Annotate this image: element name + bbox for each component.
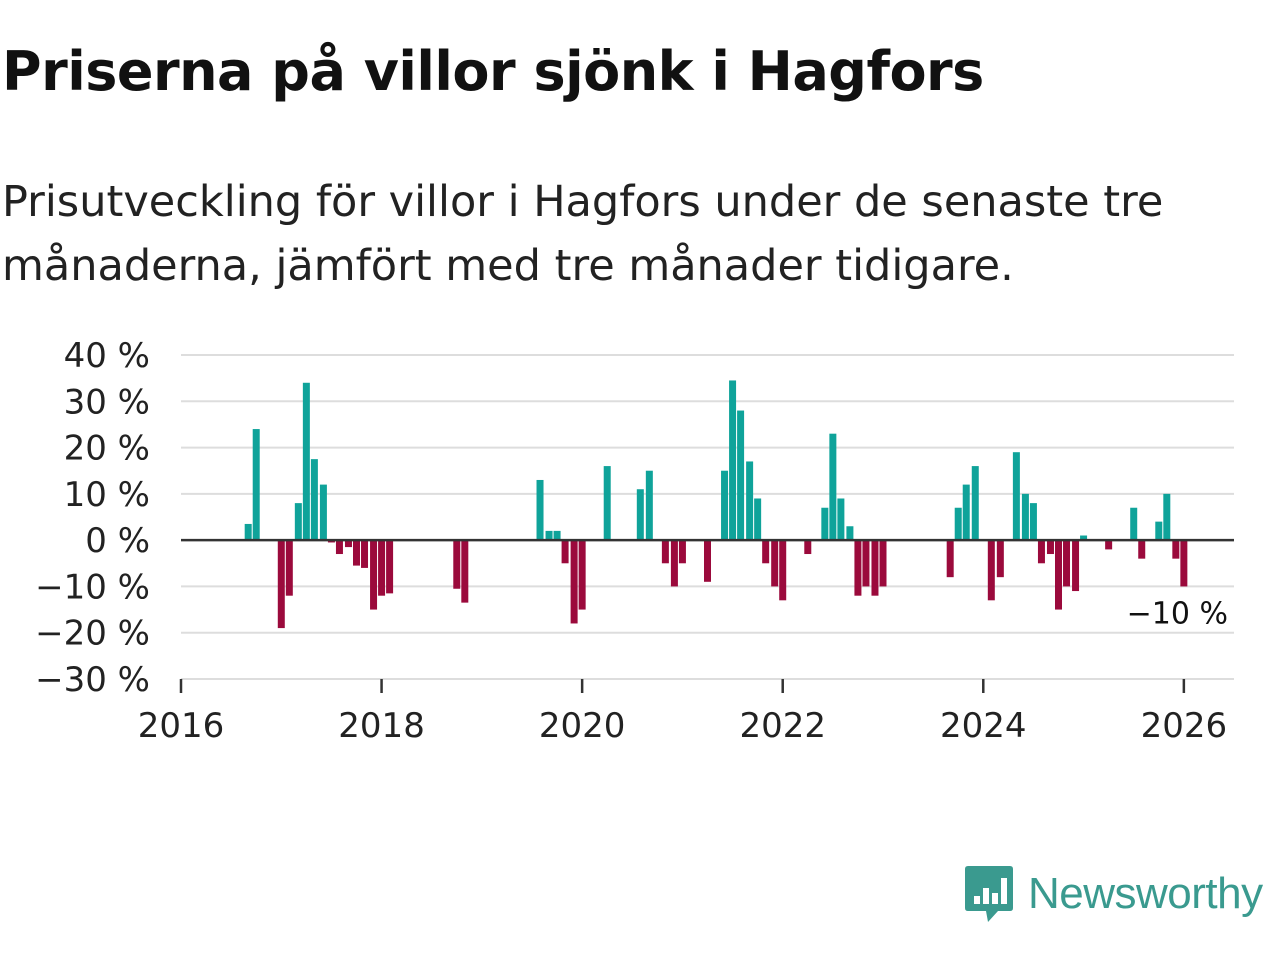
bar	[862, 540, 869, 586]
bar	[762, 540, 769, 563]
x-tick-label: 2022	[739, 706, 826, 746]
bar	[880, 540, 887, 586]
bar	[253, 429, 260, 540]
bar	[311, 459, 318, 540]
bar	[646, 471, 653, 540]
bar	[972, 466, 979, 540]
bar	[378, 540, 385, 596]
bar	[245, 524, 252, 540]
bar	[320, 485, 327, 541]
y-tick-label: −30 %	[35, 660, 150, 700]
bar	[963, 485, 970, 541]
bar	[1130, 508, 1137, 540]
bar	[737, 411, 744, 541]
newsworthy-chart-bubble-icon	[964, 864, 1014, 924]
bar	[1047, 540, 1054, 554]
bar	[662, 540, 669, 563]
x-tick-label: 2024	[940, 706, 1027, 746]
bar	[353, 540, 360, 565]
y-tick-label: 30 %	[64, 382, 150, 422]
bar	[771, 540, 778, 586]
x-tick-label: 2018	[338, 706, 425, 746]
bar	[370, 540, 377, 609]
bar	[955, 508, 962, 540]
bar	[821, 508, 828, 540]
bar	[1105, 540, 1112, 549]
brand-name: Newsworthy	[1028, 869, 1263, 919]
bar	[1072, 540, 1079, 591]
bar	[278, 540, 285, 628]
bar-chart: 40 %30 %20 %10 %0 %−10 %−20 %−30 % 2016 2…	[0, 0, 1280, 960]
bar	[303, 383, 310, 540]
bar	[988, 540, 995, 600]
bar	[571, 540, 578, 623]
bar	[361, 540, 368, 568]
y-axis-tick-labels: 40 % 30 % 20 % 10 % 0 % −10 % −20 % −30 %	[35, 336, 150, 700]
bars	[245, 380, 1188, 628]
gridlines	[181, 355, 1234, 679]
y-tick-label: −20 %	[35, 614, 150, 654]
bar	[854, 540, 861, 596]
bar	[1163, 494, 1170, 540]
y-tick-label: −10 %	[35, 567, 150, 607]
x-tick-label: 2020	[539, 706, 626, 746]
bar	[579, 540, 586, 609]
bar	[846, 526, 853, 540]
bar	[336, 540, 343, 554]
bar	[295, 503, 302, 540]
x-axis: 2016 2018 2020 2022 2024 2026	[138, 679, 1227, 746]
x-tick-label: 2026	[1141, 706, 1228, 746]
bar	[1022, 494, 1029, 540]
bar	[779, 540, 786, 600]
bar	[1038, 540, 1045, 563]
bar	[746, 461, 753, 540]
y-tick-label: 0 %	[85, 521, 150, 561]
bar	[829, 434, 836, 540]
bar	[1180, 540, 1187, 586]
bar	[1063, 540, 1070, 586]
end-value-label-group: −10 %	[1127, 596, 1228, 631]
bar	[1138, 540, 1145, 559]
bar	[562, 540, 569, 563]
bar	[997, 540, 1004, 577]
bar	[546, 531, 553, 540]
bar	[754, 498, 761, 540]
bar	[871, 540, 878, 596]
y-tick-label: 10 %	[64, 475, 150, 515]
bar	[461, 540, 468, 602]
bar	[386, 540, 393, 593]
bar	[537, 480, 544, 540]
bar	[1172, 540, 1179, 559]
bar	[1155, 522, 1162, 541]
bar	[679, 540, 686, 563]
bar	[453, 540, 460, 589]
bar	[947, 540, 954, 577]
bar	[1055, 540, 1062, 609]
y-tick-label: 40 %	[64, 336, 150, 376]
bar	[729, 380, 736, 540]
bar	[721, 471, 728, 540]
bar	[704, 540, 711, 582]
bar	[804, 540, 811, 554]
end-value-label: −10 %	[1127, 596, 1228, 631]
bar	[604, 466, 611, 540]
y-tick-label: 20 %	[64, 429, 150, 469]
bar	[637, 489, 644, 540]
x-tick-label: 2016	[138, 706, 225, 746]
newsworthy-logo: Newsworthy	[964, 864, 1263, 924]
bar	[1013, 452, 1020, 540]
bar	[554, 531, 561, 540]
bar	[671, 540, 678, 586]
bar	[1030, 503, 1037, 540]
bar	[837, 498, 844, 540]
bar	[286, 540, 293, 596]
